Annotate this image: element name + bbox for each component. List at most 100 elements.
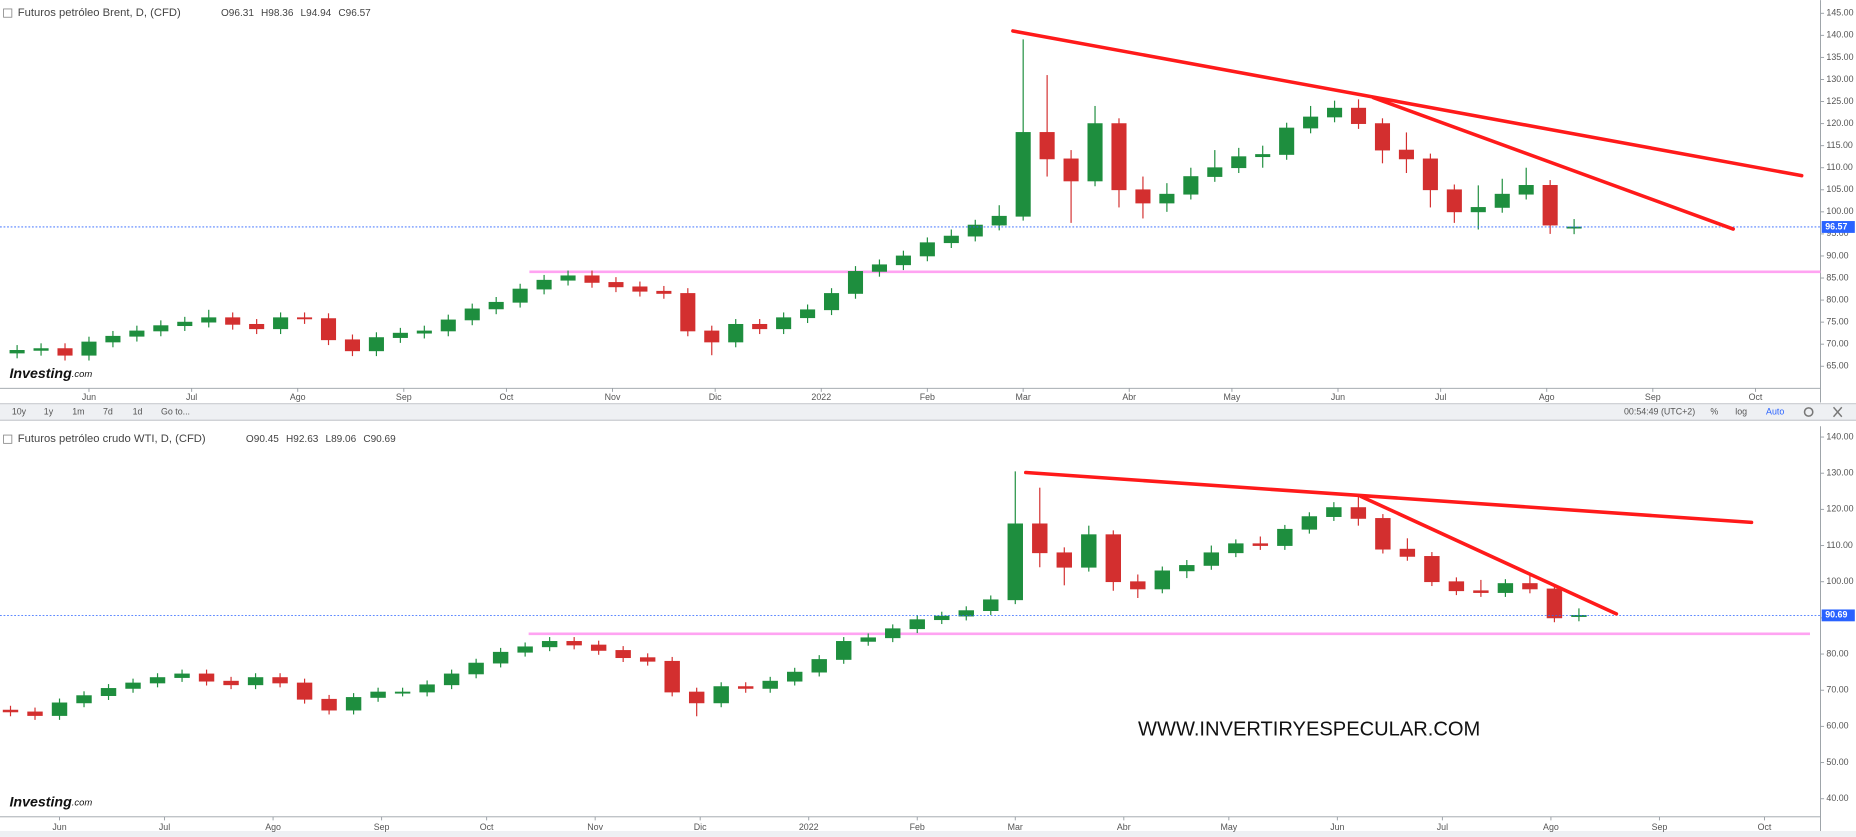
- candle-body: [1154, 570, 1171, 590]
- x-tick-label: Jul: [1435, 392, 1446, 402]
- ohlc-label: H92.63: [286, 434, 319, 445]
- candle-body: [895, 255, 911, 266]
- candle-body: [1007, 523, 1023, 601]
- x-tick-label: Abr: [1117, 822, 1131, 832]
- settings-icon[interactable]: [1803, 407, 1814, 417]
- candle-body: [368, 337, 384, 352]
- y-tick-label: 70.00: [1826, 685, 1848, 695]
- x-tick-label: 2022: [811, 392, 831, 402]
- candle-body: [1081, 534, 1097, 568]
- x-tick-label: Oct: [480, 822, 494, 832]
- x-tick-label: Jul: [1437, 822, 1448, 832]
- x-tick-label: Jun: [1330, 822, 1344, 832]
- x-tick-label: Oct: [500, 392, 514, 402]
- candle-body: [836, 641, 852, 660]
- x-tick-label: Sep: [396, 392, 412, 402]
- candle-body: [811, 659, 827, 673]
- candle-body: [419, 684, 435, 693]
- candle-body: [370, 691, 386, 698]
- candle-body: [1303, 116, 1319, 129]
- candle-body: [464, 308, 480, 321]
- candle-body: [664, 660, 680, 693]
- candle-body: [1494, 193, 1510, 208]
- candle-body: [105, 335, 121, 343]
- range-button[interactable]: 1d: [133, 406, 143, 416]
- candle-body: [517, 646, 533, 653]
- range-button[interactable]: 10y: [12, 406, 27, 416]
- log-toggle[interactable]: log: [1735, 406, 1747, 416]
- auto-toggle[interactable]: Auto: [1766, 406, 1784, 416]
- x-tick-label: Sep: [1645, 392, 1661, 402]
- fullscreen-icon[interactable]: [1832, 406, 1843, 418]
- x-tick-label: Jun: [52, 822, 66, 832]
- candle-body: [615, 650, 631, 659]
- x-tick-label: Ago: [265, 822, 281, 832]
- candle-body: [1446, 189, 1462, 213]
- candle-body: [1277, 528, 1293, 546]
- logo: Investing.com: [9, 794, 92, 810]
- candle-body: [1374, 123, 1391, 151]
- collapse-icon: [3, 8, 13, 18]
- y-tick-label: 110.00: [1826, 162, 1853, 172]
- candle-body: [991, 215, 1007, 226]
- candle-body: [776, 317, 792, 330]
- ohlc-label: L89.06: [326, 434, 357, 445]
- x-tick-label: Ago: [1543, 822, 1559, 832]
- candle-body: [871, 264, 887, 272]
- range-button[interactable]: 1y: [44, 406, 54, 416]
- candle-body: [125, 682, 141, 689]
- candle-body: [9, 350, 25, 354]
- candle-body: [345, 697, 362, 711]
- candle-body: [174, 673, 190, 678]
- candle-body: [1231, 156, 1247, 169]
- candle-body: [394, 691, 411, 694]
- goto-button[interactable]: Go to...: [161, 406, 190, 416]
- candle-body: [51, 702, 68, 716]
- y-tick-label: 90.00: [1826, 250, 1848, 260]
- ohlc-label: C96.57: [338, 8, 371, 19]
- candle-body: [1015, 132, 1031, 217]
- candle-body: [1518, 185, 1534, 195]
- candle-body: [639, 657, 656, 662]
- candle-body: [1111, 123, 1127, 191]
- candle-body: [272, 677, 288, 684]
- candle-body: [728, 323, 744, 343]
- x-tick-label: Mar: [1008, 822, 1023, 832]
- x-tick-label: Dic: [709, 392, 722, 402]
- candle-body: [33, 348, 49, 351]
- candle-body: [713, 686, 729, 704]
- candle-body: [752, 323, 768, 330]
- candle-body: [1130, 581, 1146, 590]
- y-tick-label: 40.00: [1826, 793, 1848, 803]
- y-tick-label: 130.00: [1826, 468, 1853, 478]
- x-tick-label: Sep: [1652, 822, 1668, 832]
- candle-body: [1301, 516, 1318, 530]
- candle-body: [223, 680, 239, 686]
- x-tick-label: Ago: [290, 392, 306, 402]
- candle-body: [1470, 207, 1486, 213]
- candle-body: [590, 644, 607, 651]
- chart-title: Futuros petróleo Brent, D, (CFD): [18, 7, 181, 19]
- candle-body: [1105, 534, 1122, 583]
- trendline: [1371, 95, 1736, 231]
- logo-name: Investing: [9, 366, 72, 382]
- candle-body: [249, 323, 265, 330]
- candle-body: [1032, 523, 1048, 554]
- x-tick-label: Oct: [1758, 822, 1772, 832]
- ohlc-label: L94.94: [301, 8, 332, 19]
- range-button[interactable]: 7d: [103, 406, 113, 416]
- x-tick-label: Ago: [1539, 392, 1555, 402]
- y-tick-label: 120.00: [1826, 118, 1853, 128]
- candle-body: [1179, 565, 1195, 572]
- candle-body: [27, 711, 43, 716]
- y-tick-label: 110.00: [1826, 540, 1853, 550]
- candle-body: [680, 293, 696, 332]
- candle-body: [1399, 548, 1416, 557]
- x-tick-label: Sep: [374, 822, 390, 832]
- percent-toggle[interactable]: %: [1710, 406, 1718, 416]
- x-tick-label: Abr: [1122, 392, 1136, 402]
- range-button[interactable]: 1m: [72, 406, 84, 416]
- candle-body: [344, 339, 361, 352]
